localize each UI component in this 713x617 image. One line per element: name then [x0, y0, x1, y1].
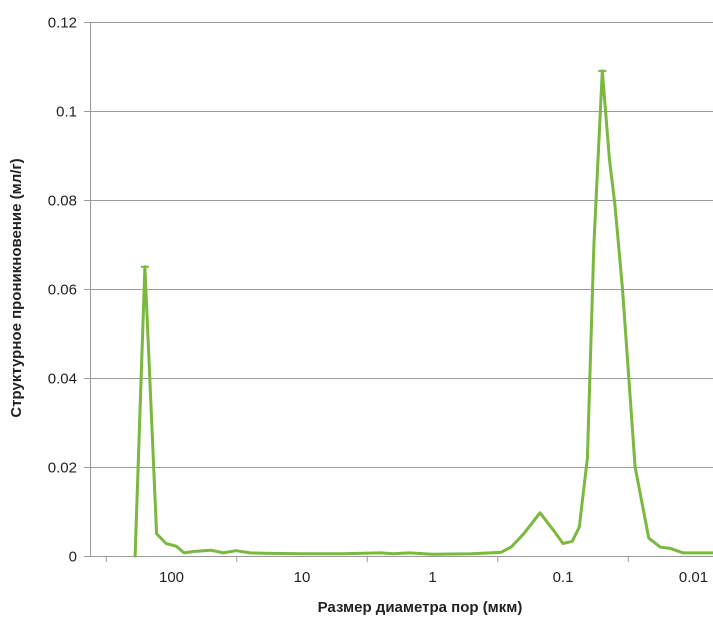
y-tick-label: 0.08: [48, 193, 77, 210]
grid: [90, 22, 713, 468]
x-axis-title: Размер диаметра пор (мкм): [318, 599, 523, 616]
x-tick-label: 100: [159, 569, 184, 586]
y-tick-label: 0.12: [48, 15, 77, 32]
y-tick-label: 0.02: [48, 460, 77, 477]
y-tick-label: 0.1: [56, 104, 77, 121]
x-tick-label: 0.1: [553, 569, 574, 586]
y-tick-labels: 0 0.02 0.04 0.06 0.08 0.1 0.12: [48, 15, 77, 566]
x-tick-label: 0.01: [679, 569, 708, 586]
series: [133, 69, 713, 558]
x-tick-label: 1: [428, 569, 436, 586]
y-tick-label: 0: [69, 549, 77, 566]
x-tick-label: 10: [294, 569, 311, 586]
y-tick-label: 0.06: [48, 282, 77, 299]
series-line: [133, 69, 713, 558]
axes: [84, 22, 713, 562]
x-tick-labels: 100 10 1 0.1 0.01: [159, 569, 708, 586]
y-tick-label: 0.04: [48, 371, 77, 388]
y-axis-title: Структурное проникновение (мл/г): [8, 158, 25, 417]
